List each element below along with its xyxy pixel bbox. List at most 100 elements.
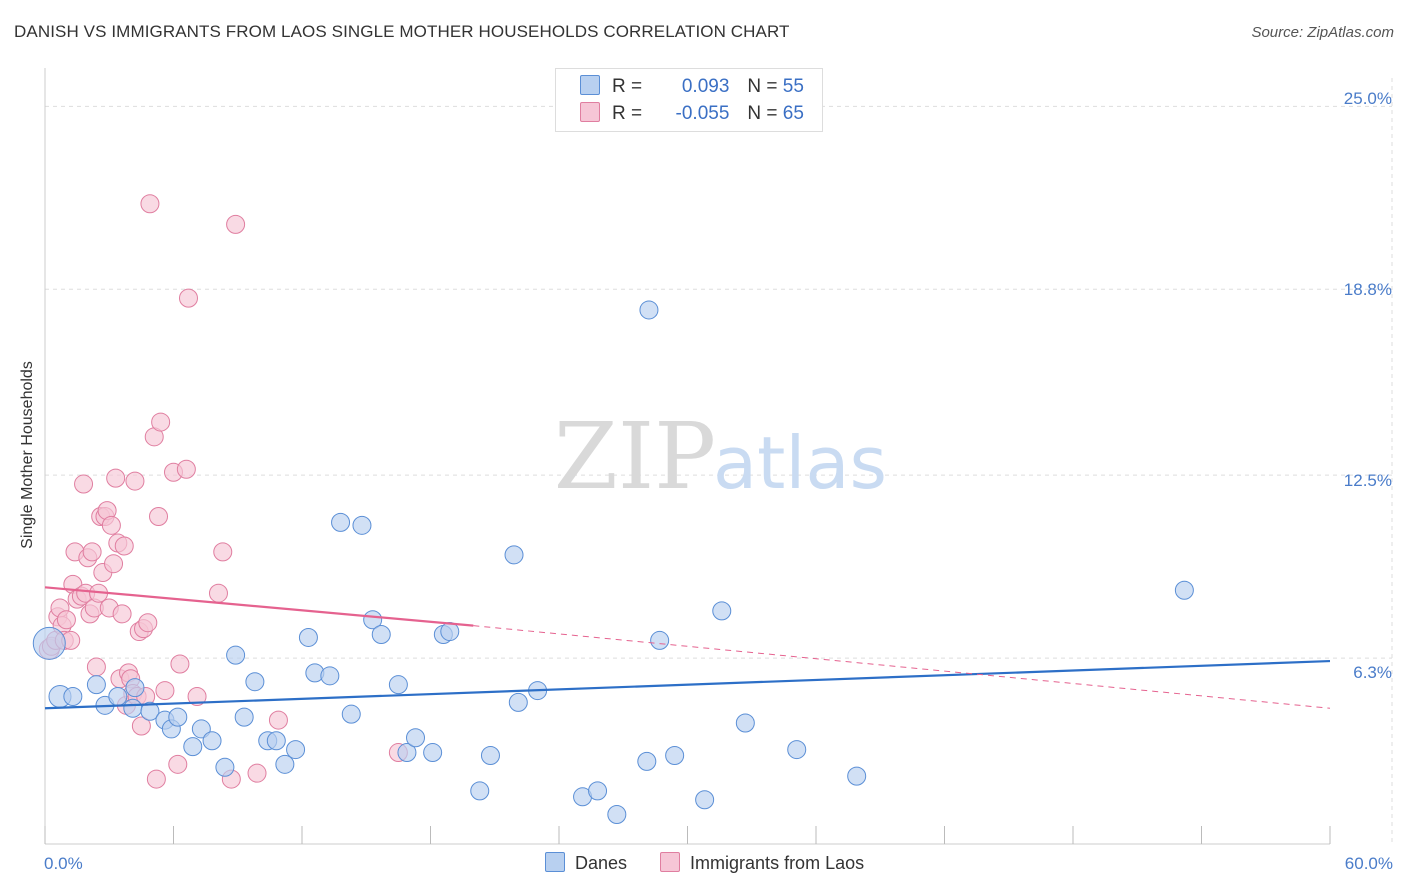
legend-r-value: 0.093 — [681, 76, 730, 97]
laos-point — [187, 686, 207, 706]
legend-r-label: R = — [612, 76, 643, 97]
laos-point — [140, 194, 160, 214]
danes-point — [191, 719, 211, 739]
x-tick-label: 60.0% — [1345, 854, 1393, 873]
x-tick-label: 0.0% — [44, 854, 83, 873]
danes-point — [508, 692, 528, 712]
laos-point — [146, 769, 166, 789]
laos-point — [178, 288, 198, 308]
grid-lines — [45, 78, 1393, 844]
correlation-legend: R = 0.093 N = 55 R = -0.055 N = 65 — [555, 68, 823, 132]
danes-point — [712, 601, 732, 621]
y-tick-label: 25.0% — [1344, 89, 1392, 108]
danes-point — [215, 757, 235, 777]
danes-point — [650, 630, 670, 650]
legend-n-label: N = — [747, 103, 778, 124]
danes-point — [423, 743, 443, 763]
legend-r-label: R = — [612, 103, 643, 124]
danes-swatch — [580, 75, 600, 95]
laos-point — [125, 471, 145, 491]
laos-swatch — [660, 852, 681, 872]
tick-labels: 25.0% 18.8% 12.5% 6.3% 0.0% 60.0% — [44, 89, 1393, 873]
legend-n-value: 65 — [782, 103, 804, 124]
danes-point — [298, 627, 318, 647]
series-legend: Danes Immigrants from Laos — [545, 852, 892, 874]
legend-row-laos: R = -0.055 N = 65 — [580, 102, 804, 126]
danes-point — [440, 622, 460, 642]
danes-point — [168, 707, 188, 727]
danes-point — [607, 804, 627, 824]
danes-point — [470, 781, 490, 801]
danes-point — [665, 745, 685, 765]
danes-point — [86, 675, 106, 695]
danes-point — [341, 704, 361, 724]
danes-point — [202, 731, 222, 751]
laos-point — [114, 536, 134, 556]
danes-point — [787, 740, 807, 760]
laos-point — [86, 657, 106, 677]
danes-point — [125, 678, 145, 698]
danes-point — [480, 745, 500, 765]
laos-point — [138, 613, 158, 633]
y-tick-label: 18.8% — [1344, 280, 1392, 299]
legend-item-danes: Danes — [545, 852, 627, 874]
danes-point — [695, 790, 715, 810]
legend-series-name: Danes — [575, 853, 628, 873]
legend-n-label: N = — [747, 76, 778, 97]
legend-r-value: -0.055 — [675, 103, 730, 124]
danes-point — [32, 626, 66, 660]
danes-point — [266, 731, 286, 751]
laos-point — [56, 610, 76, 630]
legend-n-value: 55 — [782, 76, 804, 97]
laos-point — [168, 754, 188, 774]
chart-title: DANISH VS IMMIGRANTS FROM LAOS SINGLE MO… — [14, 22, 790, 41]
laos-point — [112, 604, 132, 624]
danes-trend-line — [44, 659, 1331, 710]
danes-point — [406, 728, 426, 748]
laos-point — [131, 716, 151, 736]
danes-point — [504, 545, 524, 565]
danes-point — [397, 743, 417, 763]
axes — [44, 68, 1331, 845]
danes-swatch — [545, 852, 565, 872]
danes-point — [245, 672, 265, 692]
laos-swatch — [580, 102, 600, 122]
laos-point — [170, 654, 190, 674]
danes-point — [63, 686, 83, 706]
danes-point — [588, 781, 608, 801]
danes-point — [1174, 580, 1194, 600]
laos-point — [155, 681, 175, 701]
laos-point — [247, 763, 267, 783]
danes-point — [331, 512, 351, 532]
danes-point — [108, 686, 128, 706]
danes-point — [275, 754, 295, 774]
laos-point — [104, 554, 124, 574]
laos-point — [151, 412, 171, 432]
danes-point — [320, 666, 340, 686]
danes-point — [226, 645, 246, 665]
y-tick-label: 6.3% — [1353, 663, 1392, 682]
danes-point — [286, 740, 306, 760]
danes-point — [183, 737, 203, 757]
danes-point — [637, 751, 657, 771]
danes-point — [371, 625, 391, 645]
laos-point — [82, 542, 102, 562]
legend-row-danes: R = 0.093 N = 55 — [580, 75, 804, 99]
danes-point — [123, 698, 143, 718]
source-label: Source: ZipAtlas.com — [1251, 24, 1394, 41]
watermark-atlas: atlas — [713, 421, 887, 505]
laos-point — [101, 515, 121, 535]
y-tick-label: 12.5% — [1344, 471, 1392, 490]
legend-series-name: Immigrants from Laos — [690, 853, 865, 873]
laos-point — [213, 542, 233, 562]
danes-point — [234, 707, 254, 727]
danes-point — [140, 701, 160, 721]
danes-point — [639, 300, 659, 320]
laos-point — [226, 214, 246, 234]
laos-point — [149, 506, 169, 526]
watermark: ZIP atlas — [554, 403, 887, 510]
laos-point — [176, 459, 196, 479]
laos-point — [106, 468, 126, 488]
trend-lines — [44, 586, 1331, 710]
